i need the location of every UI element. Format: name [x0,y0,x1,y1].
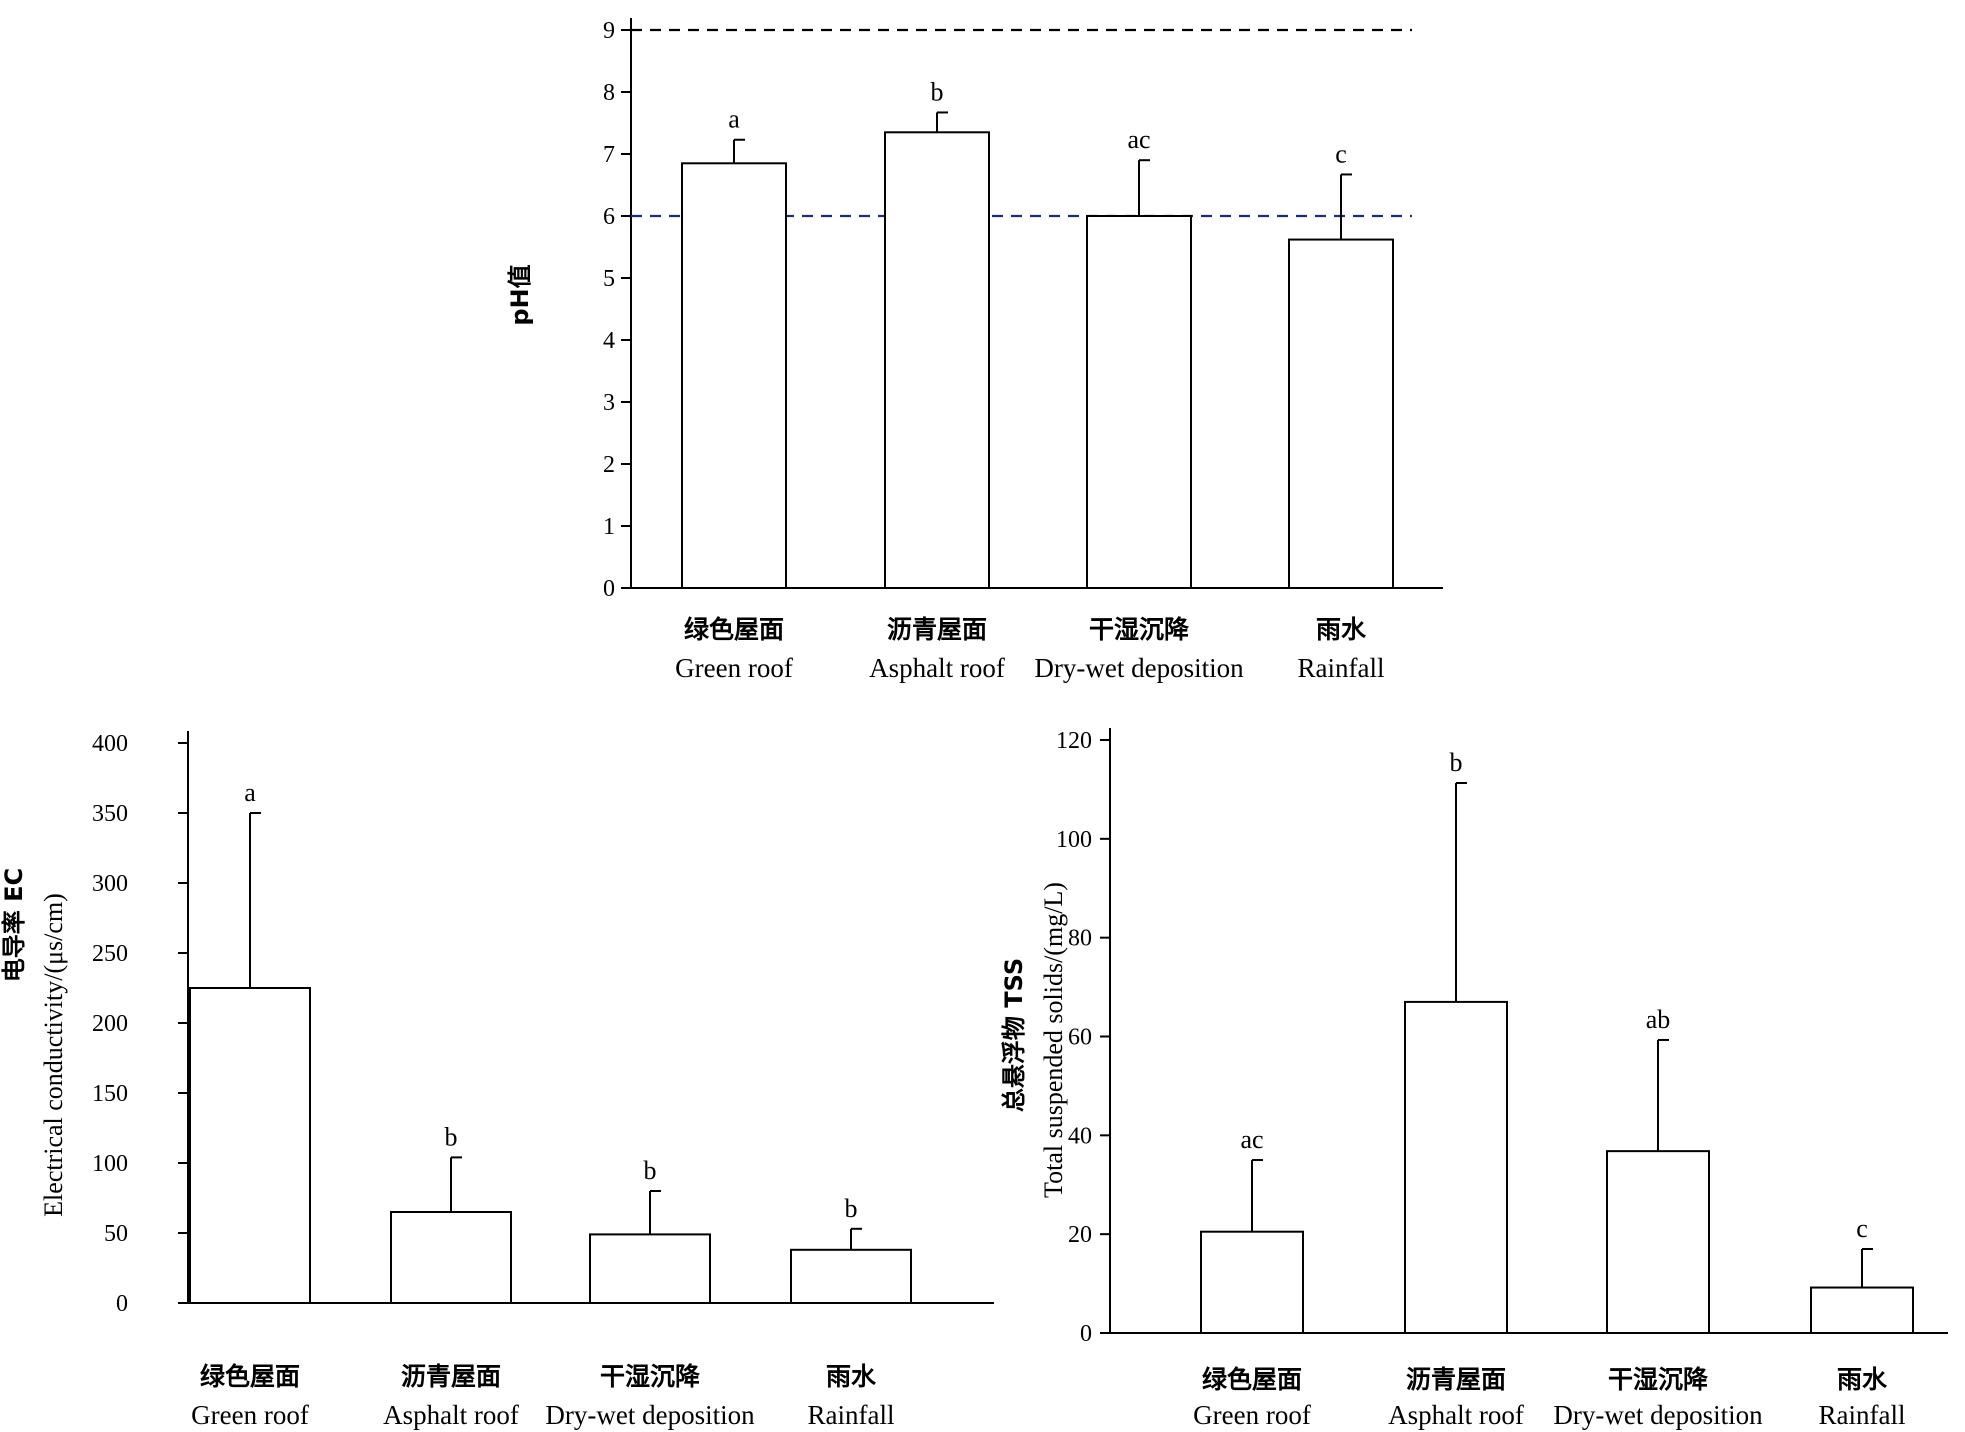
bar-1 [189,987,311,1304]
y-tick-label: 60 [1068,1025,1092,1051]
significance-letter: ab [1646,1005,1671,1034]
category-label-en: Green roof [675,653,793,683]
y-tick-label: 100 [1056,827,1092,853]
category-label-cn: 沥青屋面 [887,615,987,644]
y-tick-label: 120 [1056,728,1092,754]
category-label-cn: 绿色屋面 [200,1362,300,1391]
category-label-en: Green roof [191,1400,309,1430]
bar-4 [1288,238,1394,589]
y-tick-label: 400 [92,731,128,757]
category-label-cn: 雨水 [1316,615,1367,644]
category-label-en: Dry-wet deposition [1034,653,1244,683]
y-tick-label: 6 [603,204,615,230]
category-label-cn: 雨水 [826,1362,877,1391]
ph-panel: 0 1 2 3 4 5 6 7 8 9 a 绿色屋面 Green roof b 沥青屋面 Asphalt ro… [506,18,1443,683]
category-label-cn: 绿色屋面 [684,615,784,644]
bar-3 [1606,1150,1710,1334]
category-label-en: Dry-wet deposition [1553,1400,1763,1430]
y-tick-label: 4 [603,328,615,354]
category-label-cn: 沥青屋面 [401,1362,501,1391]
y-axis-label-en: Electrical conductivity/(μs/cm) [39,893,68,1217]
y-tick-label: 250 [92,941,128,967]
category-label-en: Rainfall [808,1400,895,1430]
y-tick-label: 40 [1068,1123,1092,1149]
category-label-en: Dry-wet deposition [545,1400,755,1430]
category-label-cn: 绿色屋面 [1202,1365,1302,1394]
category-label-en: Green roof [1193,1400,1311,1430]
category-label-en: Rainfall [1298,653,1385,683]
bar-2 [1404,1000,1508,1334]
ec-panel: 0 50 100 150 200 250 300 350 400 a 绿色屋面 Green roof b… [0,731,994,1430]
significance-letter: c [1335,139,1347,168]
y-tick-label: 80 [1068,926,1092,952]
y-tick-label: 7 [603,142,615,168]
y-tick-label: 50 [104,1221,128,1247]
significance-letter: a [244,778,256,807]
bar-1 [1200,1230,1304,1334]
category-label-cn: 沥青屋面 [1406,1365,1506,1394]
significance-letter: b [1450,748,1463,777]
y-axis-label: pH值 [506,264,534,325]
y-tick-label: 0 [1080,1321,1092,1347]
y-tick-label: 5 [603,266,615,292]
significance-letter: a [728,105,740,134]
category-label-cn: 干湿沉降 [600,1362,701,1391]
category-label-en: Asphalt roof [1388,1400,1524,1430]
y-tick-label: 1 [603,514,615,540]
y-tick-label: 3 [603,390,615,416]
category-label-cn: 干湿沉降 [1089,615,1190,644]
y-axis-label-cn: 总悬浮物 TSS [1000,958,1028,1112]
bar-4 [1810,1286,1914,1334]
category-label-cn: 雨水 [1837,1365,1888,1394]
category-label-en: Asphalt roof [383,1400,519,1430]
y-axis-label-en: Total suspended solids/(mg/L) [1039,882,1068,1198]
y-tick-label: 8 [603,80,615,106]
y-axis-label-cn: 电导率 EC [0,868,28,982]
bar-2 [884,131,990,590]
tss-panel: 0 20 40 60 80 100 120 ac 绿色屋面 Green roof b 沥青屋面 Asph… [1000,728,1948,1430]
significance-letter: b [931,77,944,106]
bar-3 [589,1233,711,1305]
y-tick-label: 0 [603,576,615,602]
y-tick-label: 100 [92,1151,128,1177]
y-tick-label: 350 [92,801,128,827]
y-tick-label: 200 [92,1011,128,1037]
bar-1 [681,162,787,590]
bar-3 [1086,215,1192,589]
y-tick-label: 20 [1068,1222,1092,1248]
significance-letter: b [845,1194,858,1223]
bar-4 [790,1248,912,1305]
y-tick-label: 300 [92,871,128,897]
y-tick-label: 150 [92,1081,128,1107]
significance-letter: b [644,1156,657,1185]
significance-letter: ac [1240,1125,1263,1154]
y-tick-label: 9 [603,18,615,44]
bar-2 [390,1211,512,1304]
category-label-cn: 干湿沉降 [1608,1365,1709,1394]
category-label-en: Rainfall [1819,1400,1906,1430]
category-label-en: Asphalt roof [869,653,1005,683]
significance-letter: ac [1127,125,1150,154]
significance-letter: b [445,1122,458,1151]
significance-letter: c [1856,1214,1868,1243]
y-tick-label: 2 [603,452,615,478]
y-tick-label: 0 [116,1291,128,1317]
